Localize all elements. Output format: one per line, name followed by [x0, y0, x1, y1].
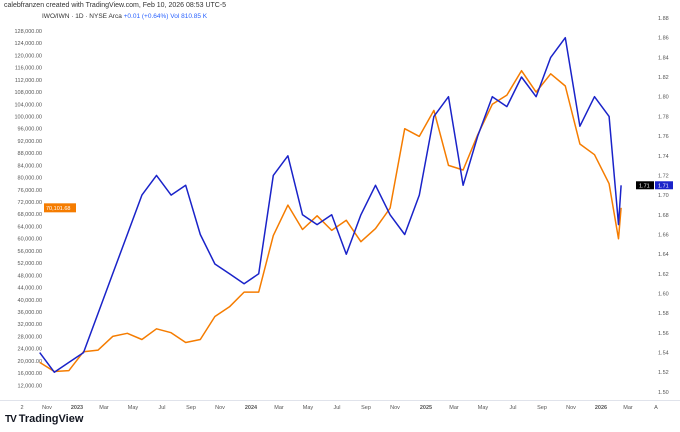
- iwo-iwn-ratio-line: [39, 36, 622, 373]
- left-axis-tick: 12,000.00: [18, 383, 42, 389]
- bitcoin-line: [39, 69, 622, 373]
- x-axis-tick: 2: [20, 405, 23, 411]
- left-axis-tick: 128,000.00: [14, 29, 42, 35]
- x-axis-tick: Mar: [99, 405, 109, 411]
- right-axis-tick: 1.80: [658, 95, 669, 101]
- right-axis-tick: 1.86: [658, 36, 669, 42]
- left-axis-tick: 96,000.00: [18, 127, 42, 133]
- left-axis-tick: 24,000.00: [18, 347, 42, 353]
- left-axis-tick: 104,000.00: [14, 102, 42, 108]
- x-axis-tick: Jul: [509, 405, 516, 411]
- right-axis-tick: 1.78: [658, 114, 669, 120]
- last-price-badge-left: [44, 203, 76, 213]
- left-axis-tick: 124,000.00: [14, 41, 42, 47]
- last-price-label-left: 70,101.68: [46, 206, 70, 212]
- chart-credit: calebfranzen created with TradingView.co…: [4, 2, 227, 9]
- left-axis-tick: 80,000.00: [18, 176, 42, 182]
- symbol-legend: IWO/IWN · 1D · NYSE Arca +0.01 (+0.64%) …: [42, 13, 207, 20]
- right-axis-tick: 1.76: [658, 134, 669, 140]
- left-axis-tick: 72,000.00: [18, 200, 42, 206]
- x-axis-tick: 2026: [595, 405, 607, 411]
- x-axis-tick: Mar: [623, 405, 633, 411]
- right-axis-tick: 1.88: [658, 16, 669, 22]
- left-axis-tick: 56,000.00: [18, 249, 42, 255]
- prev-close-badge: [636, 181, 654, 190]
- right-axis-tick: 1.82: [658, 75, 669, 81]
- symbol-info[interactable]: IWO/IWN · 1D · NYSE Arca: [42, 13, 122, 20]
- left-axis-tick: 28,000.00: [18, 334, 42, 340]
- left-axis-tick: 40,000.00: [18, 298, 42, 304]
- right-axis-tick: 1.74: [658, 154, 669, 160]
- x-axis-tick: Jul: [158, 405, 165, 411]
- left-axis-tick: 20,000.00: [18, 359, 42, 365]
- x-axis-tick: Mar: [449, 405, 459, 411]
- left-axis-tick: 32,000.00: [18, 322, 42, 328]
- right-axis-tick: 1.58: [658, 311, 669, 317]
- x-axis-tick: Jul: [333, 405, 340, 411]
- left-axis-tick: 60,000.00: [18, 237, 42, 243]
- right-axis-tick: 1.68: [658, 213, 669, 219]
- price-change: +0.01 (+0.64%): [123, 13, 169, 20]
- prev-close-label: 1.71: [639, 183, 650, 189]
- x-axis-divider: [0, 400, 680, 401]
- left-axis-tick: 112,000.00: [15, 78, 42, 84]
- tradingview-logo[interactable]: TV TradingView: [5, 413, 83, 425]
- left-axis-tick: 108,000.00: [14, 90, 42, 96]
- last-price-label-right: 1.71: [658, 183, 669, 189]
- right-axis-tick: 1.84: [658, 55, 669, 61]
- x-axis-tick: May: [478, 405, 489, 411]
- right-axis-tick: 1.64: [658, 252, 669, 258]
- x-axis-tick: A: [654, 405, 658, 411]
- right-axis-tick: 1.54: [658, 351, 669, 357]
- left-axis-tick: 100,000.00: [14, 115, 42, 121]
- right-axis-tick: 1.52: [658, 370, 669, 376]
- right-axis-tick: 1.72: [658, 173, 669, 179]
- left-axis-tick: 92,000.00: [18, 139, 42, 145]
- x-axis-tick: May: [303, 405, 314, 411]
- x-axis-tick: Mar: [274, 405, 284, 411]
- right-axis-tick: 1.62: [658, 272, 669, 278]
- x-axis-tick: 2023: [71, 405, 83, 411]
- left-axis-tick: 64,000.00: [18, 224, 42, 230]
- left-axis-tick: 120,000.00: [14, 53, 42, 59]
- left-axis-tick: 76,000.00: [18, 188, 42, 194]
- x-axis-tick: Nov: [215, 405, 225, 411]
- left-axis-tick: 116,000.00: [15, 66, 42, 72]
- x-axis-tick: Sep: [537, 405, 547, 411]
- left-axis-tick: 52,000.00: [18, 261, 42, 267]
- left-axis-tick: 68,000.00: [18, 212, 42, 218]
- x-axis-tick: Nov: [390, 405, 400, 411]
- left-axis-tick: 44,000.00: [18, 286, 42, 292]
- left-axis-tick: 48,000.00: [18, 273, 42, 279]
- x-axis-tick: Nov: [42, 405, 52, 411]
- x-axis-tick: Nov: [566, 405, 576, 411]
- tradingview-logo-icon: TV: [5, 413, 17, 425]
- last-price-badge-right: [655, 181, 673, 190]
- right-axis-tick: 1.56: [658, 331, 669, 337]
- left-axis-tick: 16,000.00: [18, 371, 42, 377]
- left-axis-tick: 84,000.00: [18, 163, 42, 169]
- left-axis-tick: 36,000.00: [18, 310, 42, 316]
- x-axis-tick: 2024: [245, 405, 258, 411]
- x-axis-tick: 2025: [420, 405, 432, 411]
- right-axis-tick: 1.60: [658, 292, 669, 298]
- x-axis-tick: Sep: [361, 405, 371, 411]
- right-axis-tick: 1.66: [658, 232, 669, 238]
- right-axis-tick: 1.50: [658, 390, 669, 396]
- x-axis-tick: May: [128, 405, 139, 411]
- left-axis-tick: 88,000.00: [18, 151, 42, 157]
- x-axis-tick: Sep: [186, 405, 196, 411]
- volume: Vol 810.85 K: [170, 13, 208, 20]
- right-axis-tick: 1.70: [658, 193, 669, 199]
- logo-text: TradingView: [18, 413, 84, 425]
